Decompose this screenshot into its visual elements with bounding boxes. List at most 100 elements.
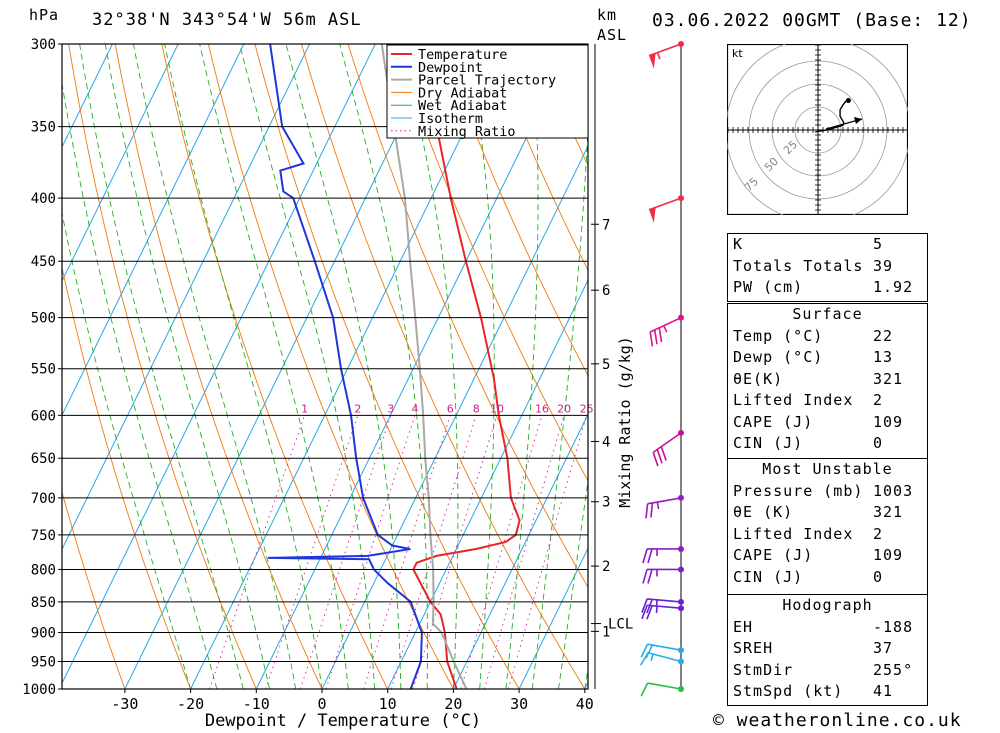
mixing-ratio-tick-label: 16	[535, 402, 549, 415]
wind-barb-flag	[647, 569, 653, 584]
wind-barb-staff	[647, 497, 682, 505]
y-tick-label: 400	[31, 191, 56, 207]
mixing-ratio-line	[299, 415, 392, 689]
wind-barb-staff	[652, 432, 682, 454]
y-tick-label: 850	[31, 595, 56, 611]
wind-barb	[645, 497, 682, 519]
wind-barb-flag	[639, 652, 649, 666]
wind-barb	[641, 604, 682, 620]
isotherm-line	[518, 547, 588, 689]
wind-barb-staff	[647, 604, 682, 609]
wind-barb-flag	[645, 644, 654, 659]
legend-entry: Temperature	[418, 47, 507, 63]
dry-adiabat-line	[62, 490, 126, 689]
k-index-label: K	[733, 235, 744, 253]
y-tick-label: 500	[31, 311, 56, 327]
wet-adiabat-line	[132, 44, 297, 689]
totals-row: Totals Totals 39	[728, 256, 927, 278]
y-tick-label: 600	[31, 408, 56, 424]
x-axis-label: Dewpoint / Temperature (°C)	[205, 711, 481, 731]
sreh-value: 37	[873, 639, 894, 657]
wind-barb-flag	[642, 548, 648, 564]
wind-barb-flag	[645, 503, 649, 519]
wind-barb	[639, 651, 682, 666]
sreh-label: SREH	[733, 639, 774, 657]
mixing-ratio-tick-label: 6	[447, 402, 454, 415]
pressure-unit-label: hPa	[29, 6, 60, 24]
surface-theta-value: 321	[873, 369, 904, 388]
isotherm-line	[452, 413, 588, 689]
stmspd-value: 41	[873, 682, 894, 700]
isotherm-line	[62, 44, 179, 283]
mixing-ratio-line	[363, 415, 451, 689]
credit-link[interactable]: © weatheronline.co.uk	[713, 710, 962, 731]
hodograph-unit: kt	[732, 47, 743, 60]
mu-cape-value: 109	[873, 546, 904, 564]
hodograph-table-title: Hodograph	[782, 596, 873, 614]
mixing-ratio-tick-label: 1	[301, 402, 308, 415]
parcel-trajectory-profile	[380, 44, 468, 689]
wind-barb-staff	[649, 316, 682, 333]
wind-barb-flag	[652, 452, 659, 467]
mixing-ratio-axis-label: Mixing Ratio (g/kg)	[616, 336, 634, 508]
mu-pressure-label: Pressure (mb)	[733, 481, 864, 500]
wind-barb	[648, 43, 682, 69]
mixing-ratio-tick-label: 8	[473, 402, 480, 415]
asl-unit-label: ASL	[597, 26, 628, 44]
wind-barb-flag	[653, 329, 658, 345]
location-title: 32°38'N 343°54'W 56m ASL	[92, 10, 362, 30]
y-tick-label: 950	[31, 655, 56, 671]
x-tick-label: 30	[510, 695, 528, 713]
x-tick-label: 10	[379, 695, 397, 713]
wind-barb-staff	[647, 643, 682, 651]
y-tick-label: 700	[31, 491, 56, 507]
wind-barb-half-flag	[656, 501, 660, 510]
wind-barb-flag	[650, 502, 654, 518]
surface-cin-value: 0	[873, 434, 884, 452]
wind-barb-half-flag	[663, 325, 668, 333]
wind-barb	[642, 548, 681, 564]
wind-barb-flag	[641, 598, 648, 613]
pw-value: 1.92	[873, 278, 914, 296]
hodograph-end-dot	[845, 98, 851, 104]
surface-temp-value: 22	[873, 326, 894, 345]
hodograph-chart: kt 25 50 75	[727, 44, 908, 215]
km-tick-label: 2	[602, 559, 610, 575]
totals-label: Totals Totals	[733, 256, 864, 275]
eh-value: -188	[873, 617, 914, 636]
y-tick-label: 900	[31, 626, 56, 642]
mixing-ratio-line	[507, 415, 588, 689]
wind-barb-staff	[647, 598, 682, 603]
stmspd-label: StmSpd (kt)	[733, 682, 844, 700]
x-tick-label: 40	[576, 695, 594, 713]
totals-value: 39	[873, 256, 894, 275]
eh-label: EH	[733, 617, 754, 636]
surface-table: Surface Temp (°C) 22 Dewp (°C) 13 θE(K) 321…	[727, 303, 928, 459]
y-tick-label: 1000	[22, 682, 56, 698]
wind-barb	[649, 316, 682, 347]
mixing-ratio-tick-label: 2	[354, 402, 361, 415]
km-tick-label: 4	[602, 434, 610, 450]
surface-cape-label: CAPE (J)	[733, 412, 814, 431]
wind-barb-flag	[656, 449, 663, 464]
wind-barb	[640, 682, 682, 697]
y-tick-label: 750	[31, 528, 56, 544]
wind-barb-staff	[647, 682, 682, 690]
surface-theta-label: θE(K)	[733, 369, 784, 388]
surface-li-label: Lifted Index	[733, 391, 854, 409]
wind-barb-flag	[649, 331, 654, 347]
mixing-ratio-line	[460, 415, 543, 689]
km-tick-label: 5	[602, 357, 610, 373]
lcl-label: LCL	[608, 617, 633, 633]
wind-barb-flag	[642, 569, 648, 584]
mu-pressure-value: 1003	[873, 481, 914, 500]
mu-li-value: 2	[873, 524, 884, 543]
surface-temp-label: Temp (°C)	[733, 326, 824, 345]
mixing-ratio-tick-label: 3	[387, 402, 394, 415]
mu-cin-label: CIN (J)	[733, 567, 804, 586]
dry-adiabat-line	[487, 44, 588, 272]
mixing-ratio-line	[412, 415, 498, 689]
wind-barb-flag	[660, 446, 667, 461]
x-tick-label: -20	[177, 695, 204, 713]
